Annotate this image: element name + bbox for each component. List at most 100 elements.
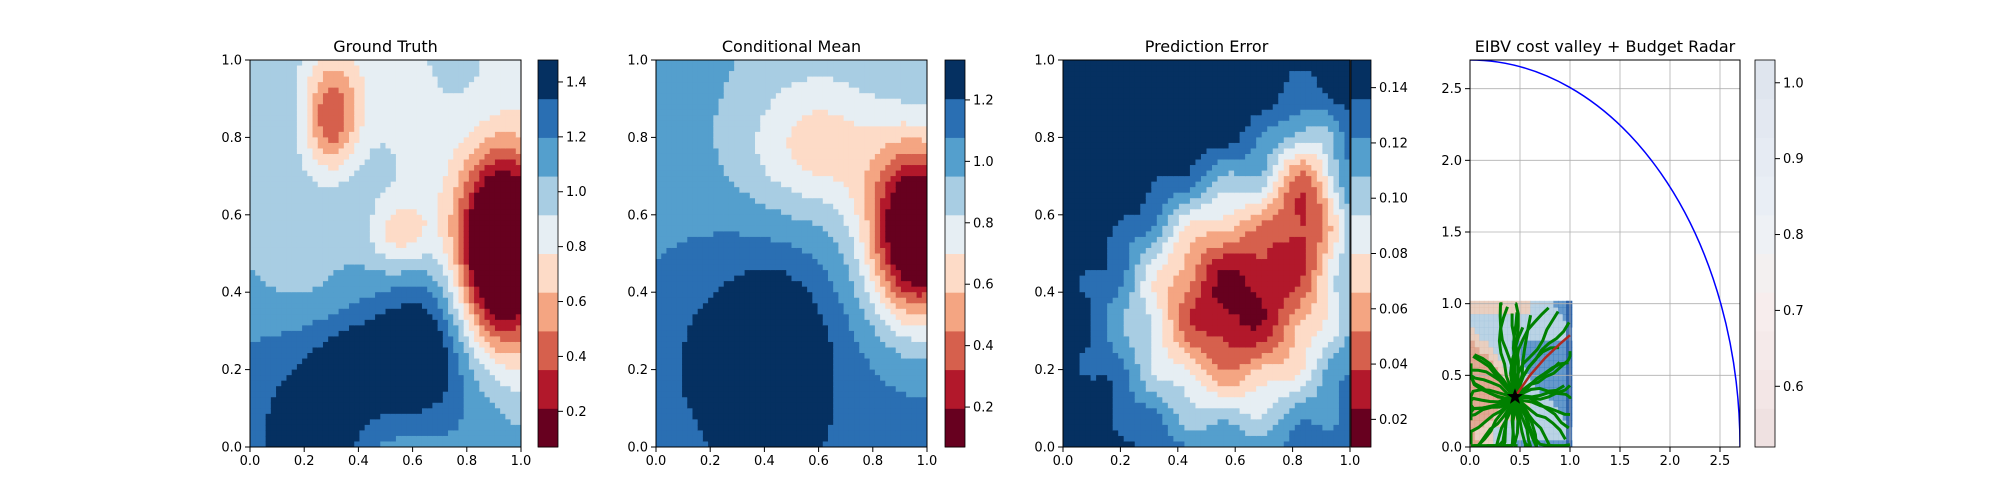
heatmap-cell [505, 364, 511, 370]
heatmap-cell [260, 430, 266, 436]
heatmap-cell [250, 381, 256, 387]
heatmap-cell [672, 359, 678, 365]
heatmap-cell [432, 71, 438, 77]
heatmap-cell [672, 292, 678, 298]
heatmap-cell [396, 314, 402, 320]
heatmap-cell [443, 82, 449, 88]
heatmap-cell [443, 254, 449, 260]
heatmap-cell [729, 198, 735, 204]
heatmap-cell [375, 281, 381, 287]
heatmap-cell [703, 298, 709, 304]
heatmap-cell [458, 370, 464, 376]
heatmap-cell [406, 176, 412, 182]
heatmap-cell [328, 237, 334, 243]
heatmap-cell [375, 265, 381, 271]
heatmap-cell [349, 121, 355, 127]
heatmap-cell [396, 353, 402, 359]
heatmap-cell [708, 88, 714, 94]
heatmap-cell [302, 270, 308, 276]
heatmap-cell [401, 281, 407, 287]
heatmap-cell [666, 425, 672, 431]
heatmap-cell [406, 364, 412, 370]
heatmap-cell [297, 436, 303, 442]
heatmap-cell [448, 248, 454, 254]
heatmap-cell [406, 171, 412, 177]
heatmap-cell [500, 375, 506, 381]
heatmap-cell [396, 281, 402, 287]
heatmap-cell [250, 325, 256, 331]
heatmap-cell [656, 353, 662, 359]
heatmap-cell [302, 60, 308, 66]
heatmap-cell [682, 320, 688, 326]
heatmap-cell [672, 270, 678, 276]
heatmap-cell [427, 325, 433, 331]
heatmap-cell [255, 408, 261, 414]
heatmap-cell [323, 375, 329, 381]
heatmap-cell [375, 82, 381, 88]
heatmap-cell [255, 71, 261, 77]
heatmap-cell [453, 187, 459, 193]
heatmap-cell [438, 193, 444, 199]
heatmap-cell [698, 314, 704, 320]
heatmap-cell [713, 270, 719, 276]
heatmap-cell [687, 88, 693, 94]
heatmap-cell [682, 160, 688, 166]
heatmap-cell [469, 414, 475, 420]
heatmap-cell [276, 148, 282, 154]
heatmap-cell [297, 66, 303, 72]
heatmap-cell [359, 309, 365, 315]
heatmap-cell [719, 77, 725, 83]
heatmap-cell [677, 99, 683, 105]
heatmap-cell [250, 287, 256, 293]
heatmap-cell [323, 331, 329, 337]
heatmap-cell [333, 392, 339, 398]
heatmap-cell [250, 165, 256, 171]
heatmap-cell [339, 259, 345, 265]
heatmap-cell [286, 425, 292, 431]
heatmap-cell [677, 325, 683, 331]
heatmap-cell [713, 237, 719, 243]
heatmap-cell [359, 143, 365, 149]
heatmap-cell [495, 226, 501, 232]
heatmap-cell [380, 209, 386, 215]
heatmap-cell [313, 254, 319, 260]
heatmap-cell [692, 160, 698, 166]
heatmap-cell [292, 425, 298, 431]
heatmap-cell [698, 336, 704, 342]
heatmap-cell [713, 281, 719, 287]
heatmap-cell [302, 303, 308, 309]
heatmap-cell [328, 414, 334, 420]
heatmap-cell [458, 347, 464, 353]
heatmap-cell [485, 392, 491, 398]
heatmap-cell [406, 82, 412, 88]
heatmap-cell [511, 325, 517, 331]
heatmap-cell [266, 397, 272, 403]
heatmap-cell [464, 320, 470, 326]
heatmap-cell [661, 237, 667, 243]
heatmap-cell [745, 259, 751, 265]
heatmap-cell [750, 226, 756, 232]
heatmap-cell [292, 204, 298, 210]
heatmap-cell [438, 160, 444, 166]
heatmap-cell [666, 364, 672, 370]
heatmap-cell [458, 298, 464, 304]
heatmap-cell [307, 281, 313, 287]
heatmap-cell [313, 154, 319, 160]
heatmap-cell [490, 342, 496, 348]
heatmap-cell [469, 231, 475, 237]
heatmap-cell [422, 309, 428, 315]
heatmap-cell [333, 215, 339, 221]
heatmap-cell [458, 309, 464, 315]
heatmap-cell [260, 309, 266, 315]
heatmap-cell [365, 342, 371, 348]
heatmap-cell [474, 265, 480, 271]
heatmap-cell [703, 359, 709, 365]
heatmap-cell [708, 154, 714, 160]
heatmap-cell [391, 336, 397, 342]
heatmap-cell [495, 77, 501, 83]
heatmap-cell [427, 386, 433, 392]
heatmap-cell [375, 231, 381, 237]
heatmap-cell [453, 71, 459, 77]
heatmap-cell [281, 259, 287, 265]
heatmap-cell [438, 303, 444, 309]
